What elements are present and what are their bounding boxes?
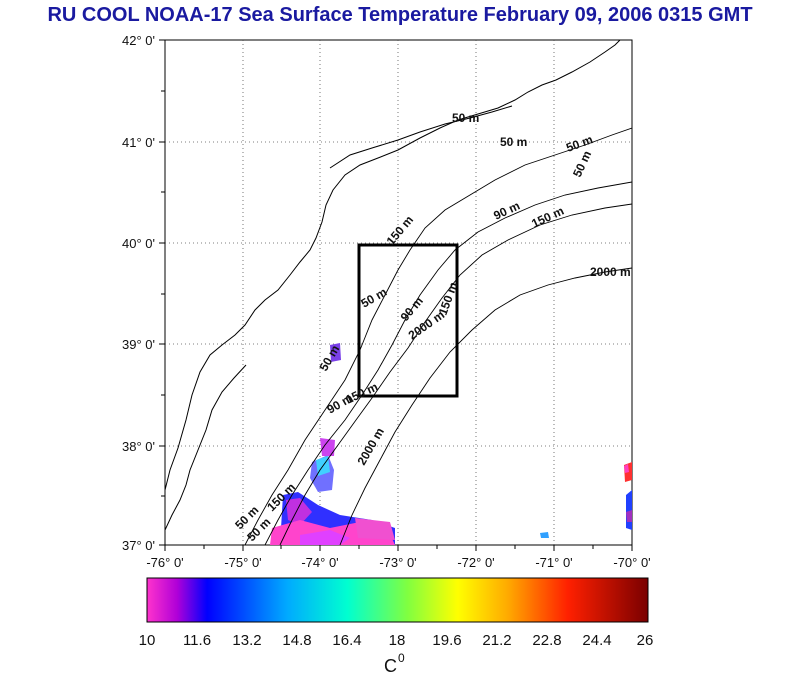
coastline bbox=[165, 40, 621, 491]
colorbar-unit-superscript: 0 bbox=[398, 651, 405, 665]
colorbar-tick-label: 13.2 bbox=[232, 632, 261, 649]
colorbar-tick-label: 24.4 bbox=[582, 632, 611, 649]
lon-label: -74° 0' bbox=[301, 555, 338, 570]
lat-label: 42° 0' bbox=[122, 33, 155, 48]
lon-label: -75° 0' bbox=[224, 555, 261, 570]
colorbar-unit: C bbox=[384, 656, 397, 676]
lon-label: -71° 0' bbox=[535, 555, 572, 570]
longitude-labels: -76° 0' -75° 0' -74° 0' -73° 0' -72° 0' … bbox=[146, 555, 650, 570]
isobath-2000m bbox=[339, 267, 632, 545]
lon-label: -70° 0' bbox=[613, 555, 650, 570]
isobaths bbox=[244, 127, 632, 545]
colorbar-tick-label: 16.4 bbox=[332, 632, 361, 649]
colorbar-tick-label: 19.6 bbox=[432, 632, 461, 649]
lat-label: 37° 0' bbox=[122, 538, 155, 553]
isobath-90m bbox=[264, 181, 632, 545]
lon-label: -76° 0' bbox=[146, 555, 183, 570]
axis-ticks bbox=[159, 39, 633, 551]
isobath-label: 50 m bbox=[452, 111, 479, 125]
lon-label: -73° 0' bbox=[379, 555, 416, 570]
long-island-coast bbox=[329, 105, 513, 169]
map-frame bbox=[164, 39, 633, 546]
graticule bbox=[165, 40, 632, 545]
colorbar-tick-label: 21.2 bbox=[482, 632, 511, 649]
colorbar bbox=[146, 577, 649, 623]
latitude-labels: 42° 0' 41° 0' 40° 0' 39° 0' 38° 0' 37° 0… bbox=[122, 33, 155, 553]
colorbar-ticks: 10 11.6 13.2 14.8 16.4 18 19.6 21.2 22.8… bbox=[139, 632, 654, 649]
colorbar-tick-label: 11.6 bbox=[183, 632, 211, 649]
isobath-label: 2000 m bbox=[590, 265, 631, 279]
lat-label: 38° 0' bbox=[122, 439, 155, 454]
isobath-label: 50 m bbox=[500, 135, 527, 149]
lat-label: 41° 0' bbox=[122, 135, 155, 150]
isobath-150m bbox=[279, 203, 632, 545]
lat-label: 40° 0' bbox=[122, 236, 155, 251]
colorbar-tick-label: 14.8 bbox=[282, 632, 311, 649]
lon-label: -72° 0' bbox=[457, 555, 494, 570]
chart-title: RU COOL NOAA-17 Sea Surface Temperature … bbox=[47, 4, 753, 26]
isobath-50m bbox=[244, 127, 632, 545]
chesapeake-coast bbox=[165, 364, 247, 531]
colorbar-tick-label: 22.8 bbox=[532, 632, 561, 649]
lat-label: 39° 0' bbox=[122, 337, 155, 352]
study-region-box bbox=[357, 243, 459, 398]
colorbar-tick-label: 26 bbox=[637, 632, 654, 649]
colorbar-tick-label: 10 bbox=[139, 632, 156, 649]
colorbar-tick-label: 18 bbox=[389, 632, 406, 649]
